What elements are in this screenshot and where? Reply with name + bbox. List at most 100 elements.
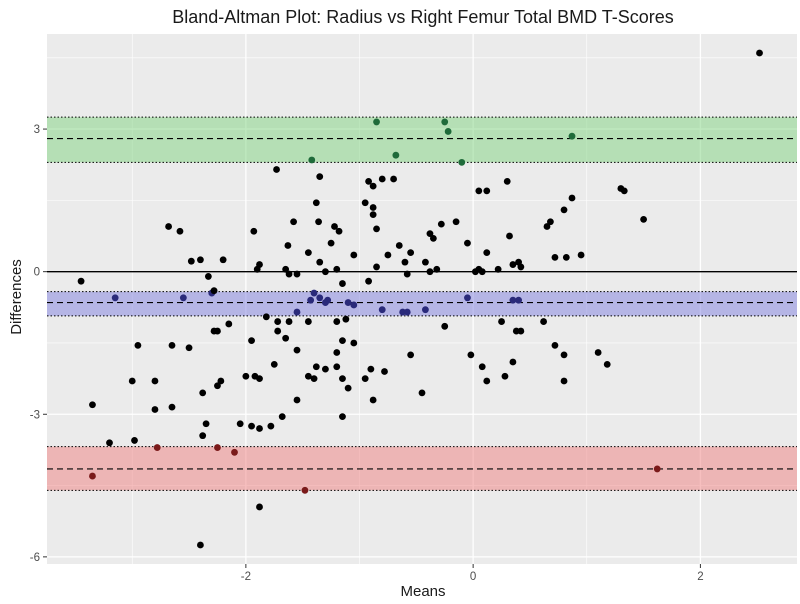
data-point bbox=[151, 377, 159, 385]
data-point bbox=[547, 218, 554, 226]
data-point bbox=[403, 308, 411, 316]
data-point bbox=[89, 472, 96, 480]
data-point bbox=[214, 444, 221, 451]
data-point bbox=[452, 218, 460, 226]
data-point bbox=[483, 377, 491, 385]
data-point bbox=[316, 294, 324, 302]
data-point bbox=[231, 448, 238, 456]
data-point bbox=[568, 194, 576, 202]
data-point bbox=[214, 382, 221, 390]
data-point bbox=[426, 230, 434, 238]
data-point bbox=[350, 301, 358, 309]
data-point bbox=[494, 265, 502, 273]
data-point bbox=[483, 249, 491, 257]
data-point bbox=[179, 294, 187, 302]
data-point bbox=[262, 313, 270, 321]
data-point bbox=[316, 258, 324, 266]
data-point bbox=[293, 346, 301, 354]
data-point bbox=[441, 118, 449, 126]
data-point bbox=[312, 363, 320, 371]
data-point bbox=[293, 270, 301, 278]
data-point bbox=[322, 365, 329, 373]
data-point bbox=[274, 327, 282, 335]
data-point bbox=[199, 389, 207, 397]
data-point bbox=[151, 406, 159, 413]
data-point bbox=[256, 425, 263, 432]
data-point bbox=[478, 363, 486, 371]
data-point bbox=[441, 322, 449, 330]
data-point bbox=[475, 187, 483, 195]
data-point bbox=[335, 227, 343, 235]
data-point bbox=[308, 156, 316, 164]
data-point bbox=[242, 372, 250, 380]
data-point bbox=[401, 258, 409, 266]
data-point bbox=[509, 261, 517, 268]
data-point bbox=[503, 177, 511, 185]
data-point bbox=[407, 249, 415, 257]
data-point bbox=[509, 296, 517, 304]
data-point bbox=[225, 320, 233, 328]
data-point bbox=[339, 375, 346, 383]
data-point bbox=[373, 118, 380, 126]
data-point bbox=[282, 334, 290, 342]
data-point bbox=[378, 175, 386, 183]
data-point bbox=[236, 420, 244, 428]
data-point bbox=[204, 273, 212, 280]
data-point bbox=[422, 306, 429, 314]
data-point bbox=[422, 258, 429, 266]
data-point bbox=[273, 166, 280, 173]
data-point bbox=[106, 439, 113, 447]
data-point bbox=[429, 234, 437, 242]
data-point bbox=[378, 306, 386, 314]
data-point bbox=[464, 239, 471, 247]
x-tick-label: 2 bbox=[697, 571, 703, 583]
data-point bbox=[464, 294, 471, 302]
data-point bbox=[350, 251, 358, 259]
data-point bbox=[327, 239, 335, 247]
data-point bbox=[560, 206, 568, 214]
data-points bbox=[77, 49, 763, 549]
data-point bbox=[458, 158, 466, 166]
data-point bbox=[322, 268, 329, 276]
data-point bbox=[361, 375, 369, 383]
data-point bbox=[543, 223, 551, 230]
data-point bbox=[199, 432, 207, 440]
data-point bbox=[384, 251, 392, 259]
x-tick-label: 0 bbox=[470, 571, 476, 583]
data-point bbox=[217, 377, 225, 385]
data-point bbox=[187, 257, 195, 265]
x-tick-label: -2 bbox=[241, 571, 251, 583]
data-point bbox=[285, 318, 293, 325]
data-point bbox=[369, 211, 377, 219]
data-point bbox=[333, 318, 341, 325]
data-point bbox=[293, 396, 301, 404]
data-point bbox=[293, 308, 301, 316]
data-point bbox=[153, 444, 161, 451]
data-point bbox=[248, 422, 255, 430]
data-point bbox=[369, 182, 377, 190]
data-point bbox=[307, 296, 315, 304]
data-point bbox=[361, 199, 369, 207]
data-point bbox=[301, 486, 309, 494]
data-point bbox=[418, 389, 426, 397]
data-point bbox=[333, 349, 341, 356]
data-point bbox=[315, 218, 322, 226]
data-point bbox=[111, 294, 119, 302]
data-point bbox=[168, 403, 176, 411]
data-point bbox=[197, 541, 204, 549]
data-point bbox=[517, 327, 525, 335]
data-point bbox=[562, 254, 570, 261]
data-point bbox=[165, 223, 172, 230]
data-point bbox=[185, 344, 193, 352]
data-point bbox=[560, 351, 568, 359]
data-point bbox=[274, 318, 282, 325]
data-point bbox=[365, 277, 372, 285]
data-point bbox=[210, 287, 218, 295]
data-point bbox=[472, 268, 479, 276]
data-point bbox=[278, 413, 286, 421]
data-point bbox=[339, 280, 346, 287]
data-point bbox=[594, 349, 602, 356]
data-point bbox=[339, 413, 346, 421]
data-point bbox=[467, 351, 475, 359]
data-point bbox=[131, 437, 138, 444]
